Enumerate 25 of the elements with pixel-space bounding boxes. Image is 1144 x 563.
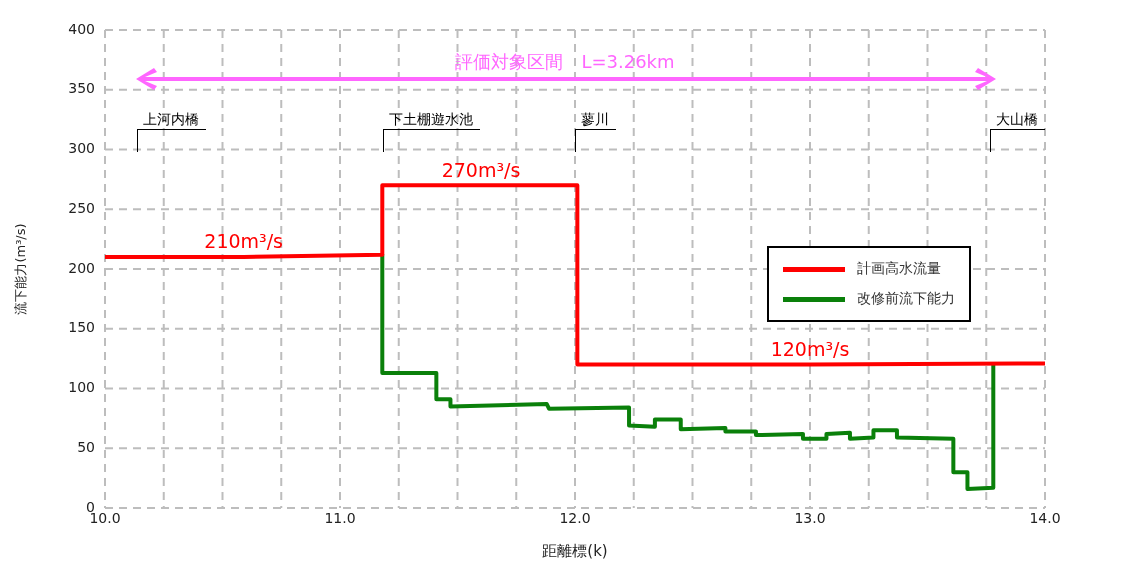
- legend-label: 計画高水流量: [857, 260, 941, 278]
- y-tick-label: 350: [68, 80, 95, 97]
- y-tick-label: 150: [68, 319, 95, 336]
- x-tick-label: 11.0: [324, 510, 356, 527]
- annotation: 下土棚遊水池: [389, 111, 473, 129]
- y-tick-label: 200: [68, 259, 95, 276]
- annotation: 蓼川: [581, 111, 609, 129]
- x-tick-label: 13.0: [794, 510, 826, 527]
- x-tick-label: 10.0: [89, 510, 121, 527]
- x-tick-label: 14.0: [1029, 510, 1061, 527]
- legend-label: 改修前流下能力: [857, 290, 955, 308]
- data-label: 270m³/s: [441, 158, 521, 181]
- y-tick-label: 400: [68, 20, 95, 37]
- y-axis-title: 流下能力(m³/s): [13, 223, 29, 315]
- x-tick-label: 12.0: [559, 510, 591, 527]
- y-tick-label: 100: [68, 379, 95, 396]
- data-label: 210m³/s: [204, 230, 283, 253]
- y-tick-label: 50: [77, 438, 95, 455]
- annotation: 大山橋: [996, 111, 1038, 129]
- x-axis-title: 距離標(k): [542, 541, 608, 560]
- annotation: 上河内橋: [143, 111, 199, 129]
- y-tick-label: 300: [68, 140, 95, 157]
- annotation: 評価対象区間 L=3.26km: [455, 50, 675, 74]
- y-tick-label: 250: [68, 199, 95, 216]
- data-label: 120m³/s: [770, 338, 850, 361]
